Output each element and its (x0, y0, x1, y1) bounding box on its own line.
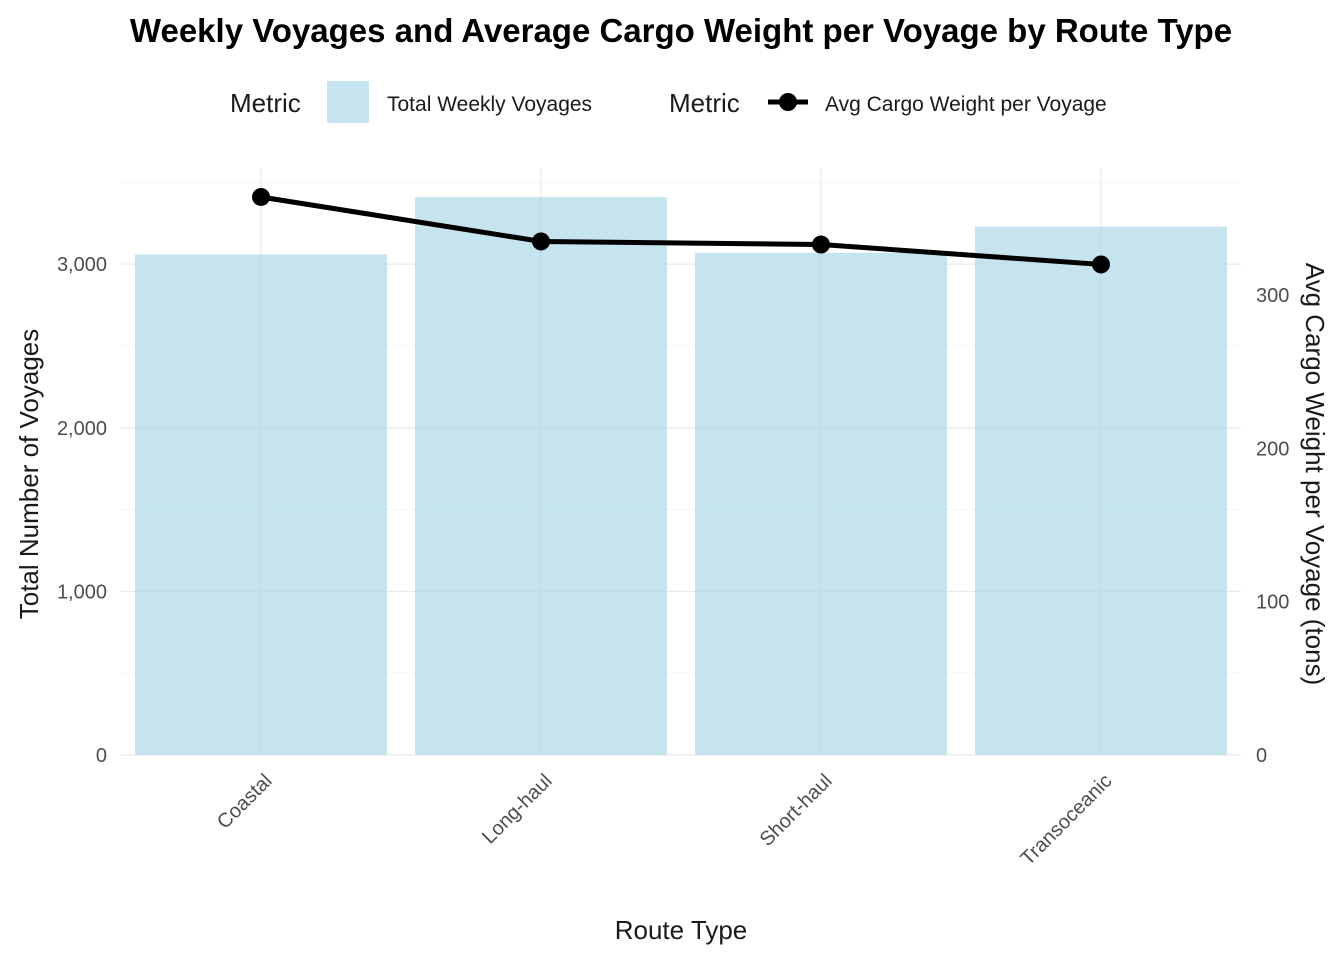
point-long-haul (532, 232, 550, 251)
y-tick-label: 3,000 (57, 254, 107, 276)
legend-title-bars: Metric (230, 88, 301, 118)
x-tick-label: Short-haul (756, 770, 837, 851)
bars (135, 197, 1227, 756)
bar-short-haul (695, 252, 947, 756)
legend: Metric Total Weekly Voyages Metric Avg C… (230, 81, 1107, 123)
bar-transoceanic (975, 226, 1227, 755)
legend-label-bars: Total Weekly Voyages (387, 93, 592, 116)
chart-title: Weekly Voyages and Average Cargo Weight … (130, 12, 1232, 49)
point-coastal (252, 187, 270, 206)
point-transoceanic (1092, 255, 1110, 274)
y2-axis-ticks: 0 100 200 300 (1256, 285, 1289, 767)
y2-tick-label: 100 (1256, 592, 1289, 614)
line-layer (252, 187, 1110, 274)
y2-tick-label: 0 (1256, 745, 1267, 767)
legend-key-point (779, 93, 797, 111)
y-axis-ticks: 0 1,000 2,000 3,000 (57, 254, 107, 767)
legend-key-bars (327, 81, 369, 123)
bar-coastal (135, 254, 387, 755)
y-tick-label: 0 (96, 745, 107, 767)
y2-tick-label: 300 (1256, 285, 1289, 307)
x-tick-label: Long-haul (478, 770, 556, 848)
legend-label-line: Avg Cargo Weight per Voyage (825, 93, 1107, 116)
x-axis-title: Route Type (615, 915, 748, 945)
x-tick-label: Coastal (213, 770, 277, 834)
cargo-weight-line (258, 194, 1104, 267)
y2-axis-title: Avg Cargo Weight per Voyage (tons) (1300, 263, 1330, 686)
point-short-haul (812, 235, 830, 254)
y-tick-label: 1,000 (57, 581, 107, 603)
y-axis-title: Total Number of Voyages (14, 329, 44, 620)
y-tick-label: 2,000 (57, 418, 107, 440)
x-axis-ticks: Coastal Long-haul Short-haul Transoceanic (213, 770, 1117, 870)
x-tick-label: Transoceanic (1017, 770, 1117, 870)
legend-title-line: Metric (669, 88, 740, 118)
bar-long-haul (415, 197, 667, 755)
y2-tick-label: 200 (1256, 438, 1289, 460)
